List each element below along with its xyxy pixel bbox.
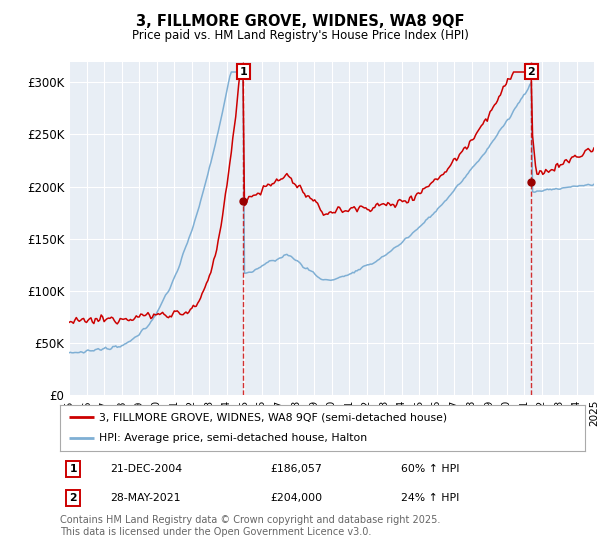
Text: 2: 2: [527, 67, 535, 77]
Text: 60% ↑ HPI: 60% ↑ HPI: [401, 464, 460, 474]
Text: Contains HM Land Registry data © Crown copyright and database right 2025.
This d: Contains HM Land Registry data © Crown c…: [60, 515, 440, 537]
Text: 24% ↑ HPI: 24% ↑ HPI: [401, 493, 460, 502]
Text: 3, FILLMORE GROVE, WIDNES, WA8 9QF (semi-detached house): 3, FILLMORE GROVE, WIDNES, WA8 9QF (semi…: [100, 412, 448, 422]
Text: 2: 2: [70, 493, 77, 502]
Text: £204,000: £204,000: [270, 493, 322, 502]
Text: 21-DEC-2004: 21-DEC-2004: [110, 464, 182, 474]
Text: 3, FILLMORE GROVE, WIDNES, WA8 9QF: 3, FILLMORE GROVE, WIDNES, WA8 9QF: [136, 14, 464, 29]
Text: 1: 1: [239, 67, 247, 77]
Text: 28-MAY-2021: 28-MAY-2021: [110, 493, 181, 502]
Text: £186,057: £186,057: [270, 464, 322, 474]
Text: Price paid vs. HM Land Registry's House Price Index (HPI): Price paid vs. HM Land Registry's House …: [131, 29, 469, 42]
Text: 1: 1: [70, 464, 77, 474]
Text: HPI: Average price, semi-detached house, Halton: HPI: Average price, semi-detached house,…: [100, 433, 367, 444]
